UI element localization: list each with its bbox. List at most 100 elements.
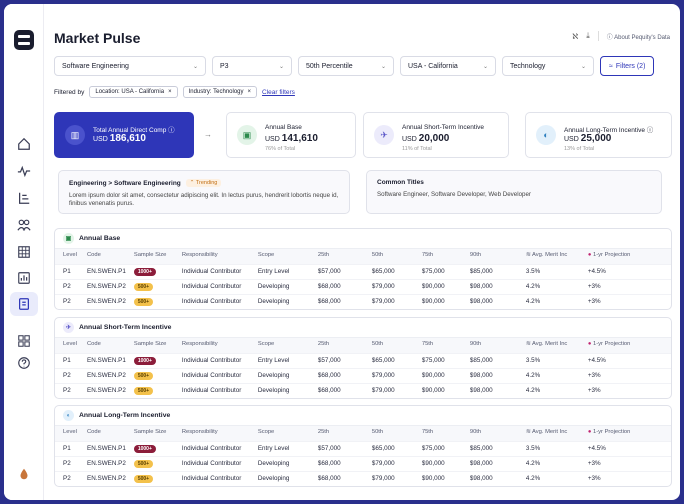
kpi-total-comp[interactable]: ▥ Total Annual Direct Comp ⓘ USD 186,610 [54, 112, 194, 158]
column-header[interactable]: 75th [413, 426, 462, 441]
user-avatar-icon[interactable] [10, 462, 38, 486]
home-icon[interactable] [10, 132, 38, 156]
about-link[interactable]: ⓘ About Pequity's Data [607, 32, 670, 41]
kpi-annual-base[interactable]: ▣ Annual Base USD 141,610 76% of Total [226, 112, 356, 158]
table-cell: +4.5% [579, 440, 671, 456]
grid-table-icon[interactable] [10, 240, 38, 264]
table-row[interactable]: P1 EN.SWEN.P1 1000+ Individual Contributor E… [55, 263, 671, 279]
column-label: 50th [371, 341, 384, 348]
column-header[interactable]: 90th [461, 338, 518, 353]
table-row[interactable]: P2 EN.SWEN.P2 500+ Individual Contributor De… [55, 455, 671, 471]
column-header[interactable]: ● 1-yr Projection [579, 249, 671, 264]
close-icon[interactable]: × [247, 89, 252, 95]
column-header[interactable]: 50th [363, 338, 414, 353]
app-logo[interactable] [14, 30, 34, 50]
cell-text: Developing [257, 387, 290, 395]
cell-text: $79,000 [371, 387, 395, 395]
column-header[interactable]: ● 1-yr Projection [579, 426, 671, 441]
filters-button[interactable]: ≈ Filters (2) [600, 56, 655, 76]
report-icon[interactable] [10, 266, 38, 290]
download-icon[interactable]: ⤓ [586, 31, 590, 40]
column-header[interactable]: 75th [413, 249, 462, 264]
table-row[interactable]: P2 EN.SWEN.P2 500+ Individual Contributor De… [55, 278, 671, 294]
column-header[interactable]: Level [55, 249, 79, 264]
kpi-short-term[interactable]: ✈ Annual Short-Term Incentive USD 20,000 … [363, 112, 509, 158]
cell-text: Individual Contributor [181, 283, 242, 290]
org-chart-icon[interactable] [10, 186, 38, 210]
table-row[interactable]: P2 EN.SWEN.P2 500+ Individual Contributor De… [55, 293, 671, 309]
help-icon[interactable] [10, 351, 38, 375]
location-select[interactable]: USA - California ⌄ [400, 56, 496, 76]
column-header[interactable]: ● 1-yr Projection [579, 338, 671, 353]
clear-filters-link[interactable]: Clear filters [262, 88, 295, 96]
column-header[interactable]: 25th [309, 338, 364, 353]
cell-text: $90,000 [421, 372, 445, 379]
table-row[interactable]: P2 EN.SWEN.P2 500+ Individual Contributor De… [55, 382, 671, 398]
table-cell: $57,000 [309, 263, 364, 279]
column-header[interactable]: Scope [249, 338, 310, 353]
column-header[interactable]: ≋ Avg. Merit Inc [517, 426, 580, 441]
column-header[interactable]: 25th [309, 426, 364, 441]
column-header[interactable]: Level [55, 426, 79, 441]
table-cell: Individual Contributor [173, 440, 250, 456]
column-header[interactable]: Sample Size [125, 338, 174, 353]
column-header[interactable]: 50th [363, 426, 414, 441]
cell-text: $65,000 [371, 445, 395, 452]
column-header[interactable]: Code [79, 426, 126, 441]
cell-text: +4.5% [587, 357, 606, 364]
column-header[interactable]: Scope [249, 426, 310, 441]
column-header[interactable]: ≋ Avg. Merit Inc [517, 338, 580, 353]
column-header[interactable]: Responsibility [173, 426, 250, 441]
column-header[interactable]: Code [79, 338, 126, 353]
apps-grid-icon[interactable] [10, 329, 38, 353]
job-select[interactable]: Software Engineering ⌄ [54, 56, 206, 76]
column-header[interactable]: ≋ Avg. Merit Inc [517, 249, 580, 264]
table-row[interactable]: P1 EN.SWEN.P1 1000+ Individual Contributor E… [55, 440, 671, 456]
table-cell: 500+ [125, 382, 174, 398]
table-header-row: Level Code Sample Size Responsibility Scope 2… [55, 338, 671, 353]
page-title: Market Pulse [54, 30, 141, 46]
column-label: Level [63, 429, 77, 436]
column-label: 75th [421, 341, 434, 348]
section-header[interactable]: ▣ Annual Base [55, 229, 671, 249]
column-header[interactable]: Responsibility [173, 338, 250, 353]
kpi-value: USD 186,610 [93, 133, 146, 144]
table-row[interactable]: P2 EN.SWEN.P2 500+ Individual Contributor De… [55, 470, 671, 486]
table-cell: Individual Contributor [173, 352, 250, 368]
market-pulse-icon[interactable] [10, 292, 38, 316]
column-header[interactable]: 90th [461, 249, 518, 264]
table-cell: $79,000 [363, 382, 414, 398]
table-cell: $68,000 [309, 470, 364, 486]
section-header[interactable]: ✈ Annual Short-Term Incentive [55, 318, 671, 338]
section-header[interactable]: ◐ Annual Long-Term Incentive [55, 406, 671, 426]
table-cell: P2 [55, 382, 79, 398]
column-label: 50th [371, 252, 384, 259]
cell-text: Individual Contributor [181, 268, 242, 275]
kpi-long-term[interactable]: ◐ Annual Long-Term Incentive ⓘ USD 25,000… [525, 112, 672, 158]
column-header[interactable]: Code [79, 249, 126, 264]
table-cell: $65,000 [363, 263, 414, 279]
cell-text: 4.2% [525, 372, 541, 379]
industry-select[interactable]: Technology ⌄ [502, 56, 594, 76]
level-select[interactable]: P3 ⌄ [212, 56, 292, 76]
column-header[interactable]: 90th [461, 426, 518, 441]
table-row[interactable]: P1 EN.SWEN.P1 1000+ Individual Contributor E… [55, 352, 671, 368]
translate-icon[interactable]: ℵ [572, 31, 579, 41]
percentile-select[interactable]: 50th Percentile ⌄ [298, 56, 394, 76]
pulse-icon[interactable] [10, 159, 38, 183]
cell-text: $68,000 [317, 283, 341, 290]
close-icon[interactable]: × [168, 89, 172, 95]
table-row[interactable]: P2 EN.SWEN.P2 500+ Individual Contributor De… [55, 367, 671, 383]
column-header[interactable]: Scope [249, 249, 310, 264]
column-header[interactable]: 50th [363, 249, 414, 264]
filters-button-label: Filters (2) [615, 62, 646, 70]
column-header[interactable]: 75th [413, 338, 462, 353]
column-header[interactable]: Sample Size [125, 249, 174, 264]
filter-chip-location[interactable]: Location: USA - California × [89, 86, 178, 98]
column-header[interactable]: Sample Size [125, 426, 174, 441]
column-header[interactable]: Responsibility [173, 249, 250, 264]
column-header[interactable]: Level [55, 338, 79, 353]
users-icon[interactable] [10, 213, 38, 237]
filter-chip-industry[interactable]: Industry: Technology × [182, 86, 258, 98]
column-header[interactable]: 25th [309, 249, 364, 264]
